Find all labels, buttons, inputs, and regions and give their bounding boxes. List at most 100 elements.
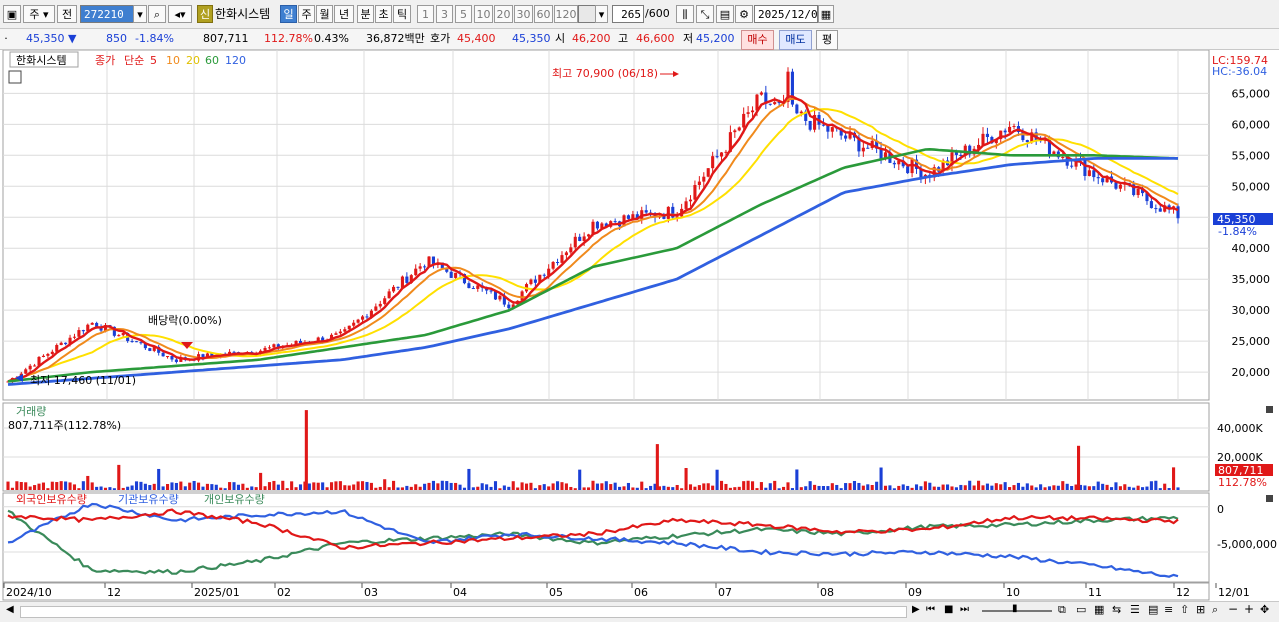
- volume-bar: [188, 482, 192, 490]
- bottom-scrollbar[interactable]: ◀ ▶ ⏮ ■ ⏭ ▮ ⧉ ▭ ▦ ⇆ ☰ ▤ ≡ ⇧ ⊞ ⌕ − + ✥: [0, 601, 1279, 622]
- volume-bar: [383, 479, 387, 490]
- price-tick-label: 20,000: [1232, 366, 1271, 379]
- interval-60[interactable]: 60: [534, 5, 553, 23]
- tool-icon[interactable]: ⤡: [696, 5, 714, 23]
- candle-body: [387, 291, 391, 299]
- holdings-close-icon[interactable]: [1266, 495, 1273, 502]
- holdings-grid: [3, 506, 1209, 553]
- x-axis-label: 06: [634, 586, 648, 599]
- first-page-icon[interactable]: ⏮: [926, 604, 935, 615]
- move-icon[interactable]: ✥: [1260, 603, 1270, 616]
- pin-icon[interactable]: ⇧: [1180, 603, 1190, 616]
- volume-bar: [427, 482, 431, 490]
- tab-month[interactable]: 월: [316, 5, 333, 23]
- candle-body: [848, 132, 852, 139]
- calendar-icon[interactable]: ▦: [818, 5, 834, 23]
- prev-button[interactable]: 전: [57, 5, 77, 23]
- code-input[interactable]: 272210: [80, 5, 138, 23]
- sell-button[interactable]: 매도: [779, 30, 812, 50]
- volume-close-icon[interactable]: [1266, 406, 1273, 413]
- tab-week[interactable]: 주: [298, 5, 315, 23]
- volume-bar: [321, 482, 325, 490]
- sound-icon[interactable]: ◂▾: [168, 5, 192, 23]
- zoom-in-icon[interactable]: +: [1244, 602, 1255, 616]
- volume-bar: [821, 485, 825, 490]
- save-icon[interactable]: ▤: [716, 5, 734, 23]
- order-icon[interactable]: ☰: [1130, 603, 1140, 616]
- copy-icon[interactable]: ⧉: [1058, 603, 1066, 616]
- volume-bar: [205, 483, 209, 490]
- volume-bar: [919, 486, 923, 490]
- interval-1[interactable]: 1: [417, 5, 434, 23]
- zoom-handle-icon[interactable]: ▮: [1012, 603, 1018, 614]
- volume-bar: [972, 485, 976, 490]
- zoom-slider[interactable]: [982, 610, 1052, 612]
- scroll-left-icon[interactable]: ◀: [6, 604, 14, 615]
- zoom-search-icon[interactable]: ⌕: [1212, 603, 1219, 616]
- candle-body: [431, 256, 435, 266]
- candle-body: [6, 381, 10, 383]
- volume-bar: [166, 484, 170, 490]
- legend-ma10: 10: [166, 54, 180, 67]
- candle-body: [361, 316, 365, 320]
- indicator-icon[interactable]: ⫼: [676, 5, 694, 23]
- list-icon[interactable]: ≡: [1164, 603, 1174, 616]
- volume-bar: [502, 485, 506, 490]
- volume-bar: [37, 483, 41, 490]
- interval-dropdown-icon[interactable]: ▾: [595, 5, 608, 23]
- search-icon[interactable]: ⌕: [148, 5, 166, 23]
- candle-body: [666, 206, 670, 219]
- volume-bar: [290, 481, 294, 490]
- interval-30[interactable]: 30: [514, 5, 533, 23]
- code-dropdown-icon[interactable]: ▾: [133, 5, 147, 23]
- table-icon[interactable]: ▤: [1148, 603, 1159, 616]
- gear-icon[interactable]: ⚙: [735, 5, 753, 23]
- window-icon[interactable]: ▣: [3, 5, 21, 23]
- grid-toggle-icon[interactable]: [8, 70, 22, 84]
- legend-ma5: 5: [150, 54, 157, 67]
- candle-body: [343, 329, 347, 332]
- candle-body: [737, 127, 741, 131]
- candle-body: [786, 71, 790, 102]
- grid-icon[interactable]: ⊞: [1196, 603, 1206, 616]
- stop-icon[interactable]: ■: [944, 604, 954, 615]
- interval-10[interactable]: 10: [474, 5, 493, 23]
- tab-tick[interactable]: 틱: [393, 5, 411, 23]
- tab-minute[interactable]: 분: [357, 5, 374, 23]
- scroll-right-icon[interactable]: ▶: [912, 604, 920, 615]
- volume-bar: [631, 487, 635, 490]
- tab-day[interactable]: 일: [280, 5, 297, 23]
- interval-20[interactable]: 20: [494, 5, 513, 23]
- interval-3[interactable]: 3: [436, 5, 453, 23]
- interval-120[interactable]: 120: [554, 5, 578, 23]
- window-split-icon[interactable]: ▭: [1076, 603, 1087, 616]
- volume-bar: [236, 484, 240, 490]
- candle-body: [59, 342, 63, 345]
- interval-5[interactable]: 5: [455, 5, 472, 23]
- period-select[interactable]: 주 ▾: [23, 5, 55, 23]
- volume-bar: [298, 484, 303, 490]
- volume-bar: [666, 486, 670, 490]
- date-input[interactable]: 2025/12/01: [754, 5, 824, 23]
- tab-year[interactable]: 년: [334, 5, 354, 23]
- scroll-track[interactable]: [20, 606, 907, 618]
- candle-body: [711, 156, 715, 169]
- new-badge[interactable]: 신: [197, 5, 213, 23]
- chart-area[interactable]: 65,00060,00055,00050,00045,00040,00035,0…: [0, 50, 1279, 601]
- compare-icon[interactable]: ⇆: [1112, 603, 1122, 616]
- volume-bar: [719, 480, 724, 490]
- next-page-icon[interactable]: ⏭: [960, 604, 969, 615]
- volume-pct: 112.78%: [264, 32, 313, 45]
- layout-icon[interactable]: ▦: [1094, 603, 1105, 616]
- price-change: 850: [106, 32, 127, 45]
- tab-second[interactable]: 초: [375, 5, 392, 23]
- annotation-dividend: 배당락(0.00%): [148, 314, 222, 327]
- count-input[interactable]: 265: [612, 5, 644, 23]
- avg-button[interactable]: 평: [816, 30, 838, 50]
- volume-bar: [143, 483, 147, 490]
- buy-button[interactable]: 매수: [741, 30, 774, 50]
- zoom-out-icon[interactable]: −: [1228, 602, 1239, 616]
- volume-tick-20k: 20,000K: [1217, 451, 1263, 464]
- volume-bar: [272, 480, 276, 490]
- volume-bar: [19, 482, 23, 490]
